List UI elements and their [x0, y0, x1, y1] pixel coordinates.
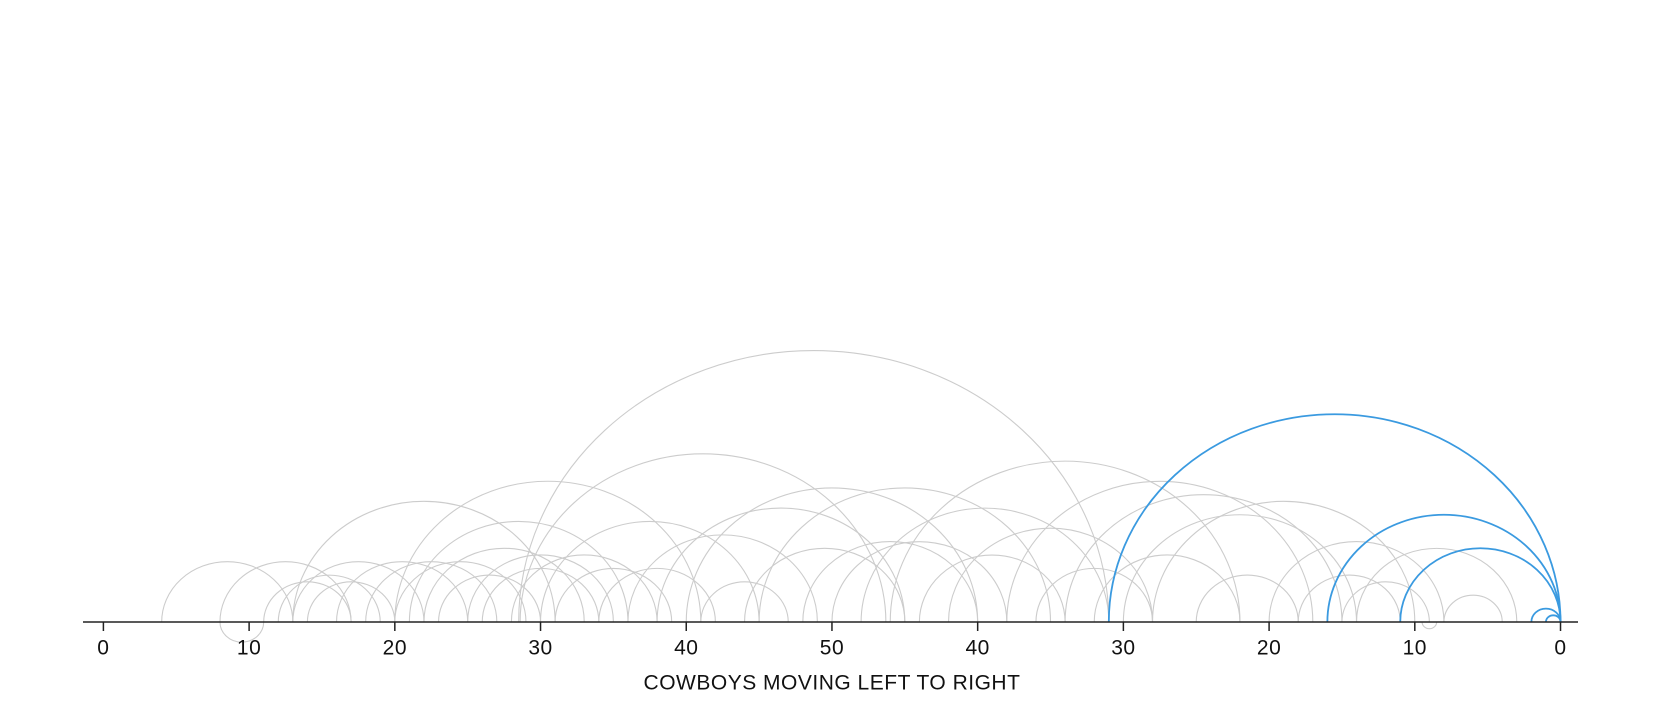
play-arc	[219, 621, 265, 643]
x-tick-label: 50	[820, 637, 844, 660]
x-tick-label: 0	[1554, 637, 1566, 660]
play-arc	[292, 500, 556, 623]
play-arc	[743, 547, 906, 623]
play-arc	[1122, 514, 1358, 623]
play-arc	[1268, 541, 1445, 623]
play-arc	[1195, 575, 1299, 623]
play-arc	[335, 561, 469, 623]
play-arc	[539, 521, 760, 623]
play-arc	[1093, 554, 1241, 623]
play-arc	[467, 554, 614, 623]
play-arc	[860, 507, 1110, 623]
play-arc	[518, 350, 1110, 623]
play-arc	[1151, 500, 1416, 623]
play-arc	[1109, 414, 1561, 622]
x-tick-label: 0	[97, 637, 109, 660]
play-arc	[394, 480, 702, 623]
x-tick-label: 20	[1257, 637, 1281, 660]
play-arc	[627, 534, 818, 623]
play-arc	[437, 574, 542, 623]
x-tick-label: 30	[528, 637, 552, 660]
play-arc	[685, 487, 979, 623]
play-arc	[700, 581, 789, 623]
play-arc	[831, 541, 1008, 623]
play-arc	[277, 574, 381, 623]
play-arc	[292, 561, 425, 623]
play-arc	[918, 554, 1066, 623]
play-arc	[802, 541, 979, 623]
play-arc	[1399, 547, 1562, 623]
play-arc	[656, 507, 906, 623]
x-axis-title: COWBOYS MOVING LEFT TO RIGHT	[644, 672, 1021, 695]
x-tick-label: 20	[383, 637, 407, 660]
x-tick-label: 10	[1403, 637, 1427, 660]
x-tick-label: 40	[965, 637, 989, 660]
play-arc	[161, 561, 294, 623]
x-tick-label: 10	[237, 637, 261, 660]
x-tick-label: 40	[674, 637, 698, 660]
play-arc	[306, 581, 396, 623]
play-arc	[519, 453, 887, 623]
play-arc	[1006, 480, 1314, 623]
play-arc	[1421, 621, 1438, 630]
play-arc	[1443, 595, 1503, 623]
play-arc	[1355, 548, 1518, 623]
play-arc	[1297, 574, 1401, 623]
play-arc	[219, 561, 352, 623]
play-arc	[758, 488, 1052, 623]
play-arc	[947, 528, 1154, 623]
play-arc	[423, 547, 585, 623]
play-arc	[510, 554, 658, 623]
play-arc	[889, 460, 1241, 623]
play-arc	[554, 568, 673, 623]
play-arc	[263, 581, 352, 623]
play-arc	[1341, 581, 1430, 623]
play-arc	[1035, 567, 1154, 623]
play-arc	[408, 521, 629, 623]
play-arc	[1545, 614, 1562, 623]
play-arc	[394, 561, 527, 623]
x-tick-label: 30	[1111, 637, 1135, 660]
play-arc	[1326, 514, 1562, 623]
